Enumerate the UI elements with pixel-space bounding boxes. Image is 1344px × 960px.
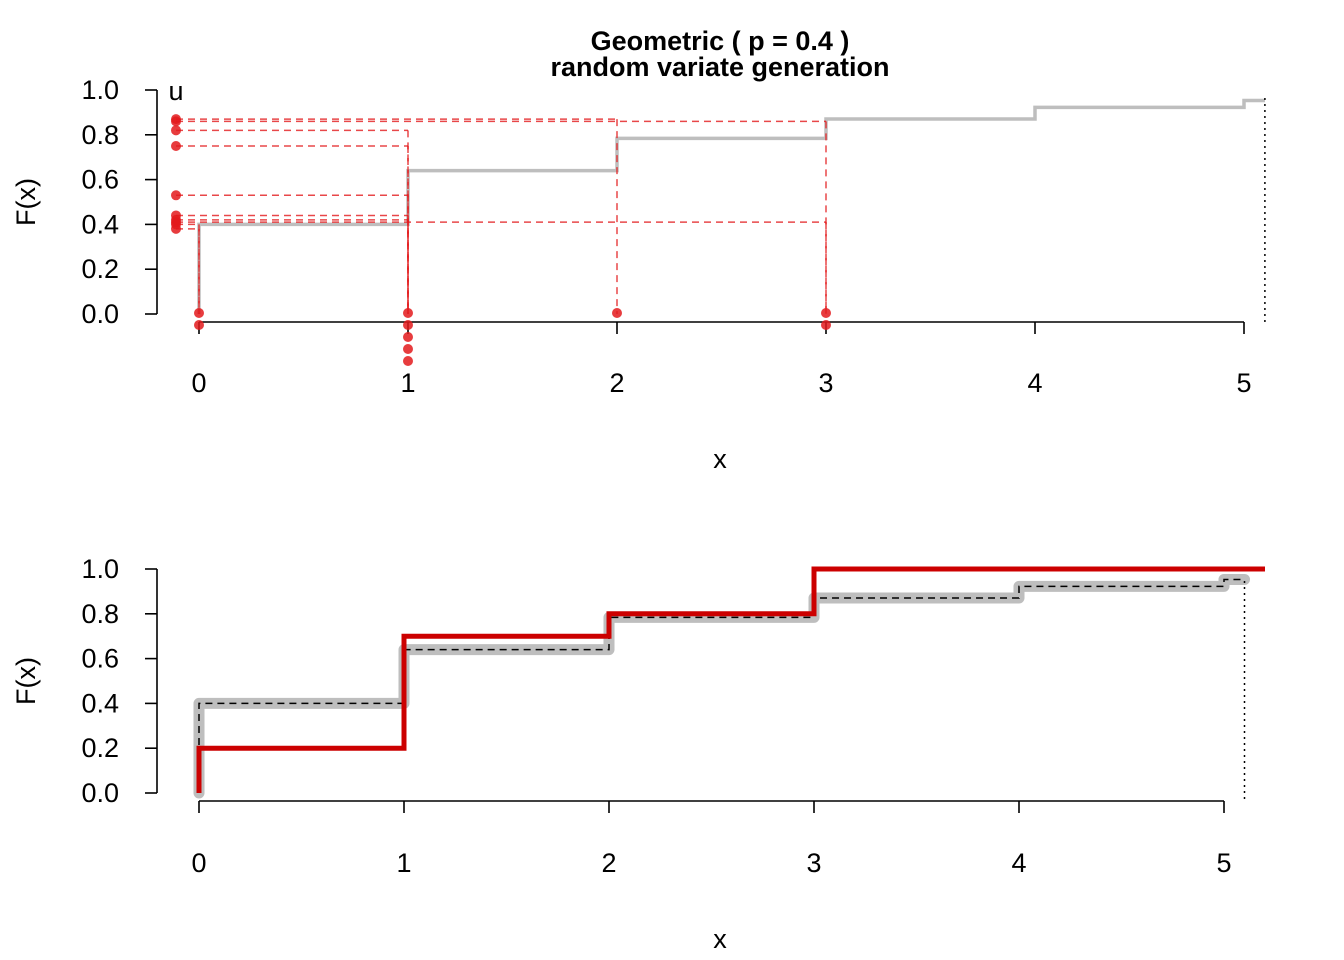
x-tick-label: 5 (1216, 848, 1231, 878)
y-tick-label: 0.4 (81, 688, 119, 718)
y-tick-label: 0.2 (81, 733, 119, 763)
x-axis-label: x (713, 444, 727, 474)
top-chart-panel: Geometric ( p = 0.4 ) random variate gen… (11, 26, 1266, 474)
chart-title-line1: Geometric ( p = 0.4 ) (591, 26, 850, 56)
x-tick-label: 4 (1011, 848, 1026, 878)
y-tick-label: 0.0 (81, 778, 119, 808)
variate-point (403, 344, 413, 354)
y-tick-label: 0.2 (81, 254, 119, 284)
y-tick-label: 0.8 (81, 599, 119, 629)
bottom-chart-panel: x F(x) 0.0 0.2 0.4 0.6 0.8 1.0 0 1 2 3 4 5 (11, 554, 1265, 954)
y-tick-label: 0.8 (81, 120, 119, 150)
y-axis-label: F(x) (11, 657, 41, 705)
x-tick-label: 1 (396, 848, 411, 878)
variate-point (403, 356, 413, 366)
empirical-cdf-line (196, 566, 1265, 793)
y-tick-label: 0.0 (81, 299, 119, 329)
uniform-sample-point (171, 217, 181, 228)
y-tick-label: 1.0 (81, 75, 119, 105)
top-chart-marks: 0.0 0.2 0.4 0.6 0.8 1.0 0 1 2 3 4 5 (81, 75, 1266, 398)
x-tick-label: 3 (818, 368, 833, 398)
y-tick-label: 0.4 (81, 209, 119, 239)
x-tick-label: 0 (191, 368, 206, 398)
u-label: u (168, 76, 183, 106)
variate-point (612, 308, 622, 318)
x-tick-label: 4 (1027, 368, 1042, 398)
x-tick-label: 3 (806, 848, 821, 878)
y-tick-label: 0.6 (81, 165, 119, 195)
variate-point (403, 320, 413, 330)
variate-point (403, 332, 413, 342)
x-tick-label: 2 (609, 368, 624, 398)
uniform-sample-point (171, 141, 181, 151)
y-axis-label: F(x) (11, 178, 41, 226)
chart-title-line2: random variate generation (550, 52, 889, 82)
x-tick-label: 0 (191, 848, 206, 878)
variate-point (821, 320, 831, 330)
uniform-sample-point (171, 190, 181, 201)
uniform-sample-point (171, 116, 181, 127)
bottom-chart-marks: 0.0 0.2 0.4 0.6 0.8 1.0 0 1 2 3 4 5 (81, 554, 1265, 878)
theoretical-cdf-line (197, 98, 1265, 314)
x-axis-label: x (713, 924, 727, 954)
variate-point (194, 320, 204, 330)
x-tick-label: 2 (601, 848, 616, 878)
uniform-sample-point (171, 125, 181, 136)
y-tick-label: 1.0 (81, 554, 119, 584)
x-tick-label: 5 (1236, 368, 1251, 398)
x-tick-label: 1 (400, 368, 415, 398)
y-tick-label: 0.6 (81, 644, 119, 674)
